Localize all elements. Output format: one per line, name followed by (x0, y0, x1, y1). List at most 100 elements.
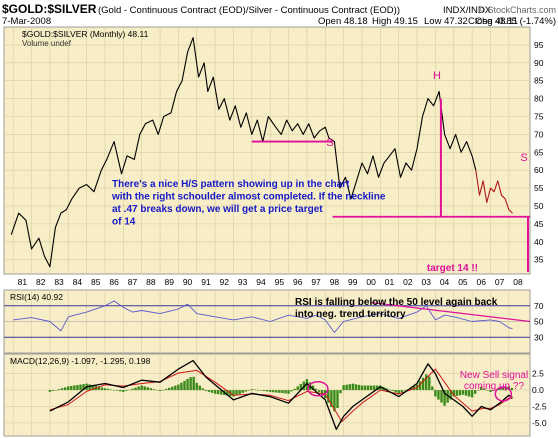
price-tick-label: 50 (534, 201, 544, 211)
macd-crossover-circle (307, 381, 329, 397)
macd-histogram-bar (290, 390, 293, 392)
x-tick-label: 93 (238, 277, 248, 287)
macd-histogram-bar (48, 390, 52, 392)
macd-histogram-bar (492, 390, 495, 391)
macd-note: New Sell signal coming up ?? (460, 370, 528, 392)
macd-histogram-bar (140, 385, 143, 391)
macd-histogram-bar (272, 390, 275, 393)
x-tick-label: 90 (183, 277, 193, 287)
macd-histogram-bar (100, 387, 104, 391)
macd-histogram-bar (177, 384, 180, 391)
x-tick-label: 89 (164, 277, 174, 287)
macd-histogram-bar (265, 390, 269, 392)
macd-histogram-bar (171, 386, 174, 391)
macd-histogram-bar (345, 384, 348, 391)
macd-histogram-bar (409, 387, 413, 391)
x-tick-label: 96 (293, 277, 303, 287)
macd-histogram-bar (54, 390, 58, 391)
macd-histogram-bar (311, 385, 315, 391)
macd-histogram-bar (498, 388, 501, 391)
macd-histogram-bar (73, 385, 76, 391)
macd-histogram-bar (342, 385, 345, 391)
macd-histogram-bar (88, 384, 91, 391)
macd-histogram-bar (60, 388, 64, 391)
macd-histogram-bar (501, 387, 504, 391)
macd-histogram-bar (220, 390, 223, 395)
x-tick-label: 02 (403, 277, 413, 287)
macd-histogram-bar (464, 390, 468, 396)
macd-histogram-bar (241, 390, 244, 393)
macd-histogram-bar (425, 374, 428, 391)
rsi-line (13, 300, 513, 333)
brand-logo: © StockCharts.com (478, 5, 556, 15)
x-tick-label: 07 (495, 277, 505, 287)
x-tick-label: 95 (275, 277, 285, 287)
target-label: target 14 !! (427, 263, 478, 274)
rsi-tick-label: 30 (534, 332, 544, 342)
rsi-tick-label: 50 (534, 317, 544, 327)
macd-tick-label: -2.5 (532, 401, 547, 411)
macd-histogram-bar (360, 385, 364, 391)
macd-histogram-bar (440, 390, 443, 403)
macd-histogram-bar (302, 381, 306, 391)
macd-histogram-bar (253, 389, 257, 391)
macd-histogram-bar (357, 384, 361, 391)
macd-histogram-bar (226, 390, 229, 396)
macd-histogram-bar (91, 385, 94, 391)
macd-histogram-bar (391, 390, 394, 391)
x-tick-label: 83 (54, 277, 64, 287)
left-shoulder-label: S (326, 137, 333, 149)
macd-histogram-bar (489, 390, 492, 392)
chart-exchange: INDX/INDX (443, 5, 492, 16)
macd-histogram-bar (250, 389, 254, 391)
x-tick-label: 01 (385, 277, 395, 287)
macd-histogram-bar (158, 390, 162, 391)
macd-histogram-bar (379, 385, 382, 391)
price-tick-label: 75 (534, 111, 544, 121)
macd-histogram-bar (122, 390, 125, 392)
macd-histogram-bar (366, 385, 370, 391)
x-tick-label: 92 (220, 277, 230, 287)
macd-histogram-bar (232, 390, 235, 397)
x-tick-label: 86 (109, 277, 119, 287)
macd-histogram-bar (354, 384, 358, 391)
x-tick-label: 98 (330, 277, 340, 287)
macd-histogram-bar (470, 390, 474, 398)
price-tick-label: 85 (534, 76, 544, 86)
macd-histogram-bar (106, 388, 110, 391)
macd-histogram-bar (455, 390, 459, 396)
head-label: H (433, 70, 441, 82)
price-tick-label: 55 (534, 183, 544, 193)
price-line (10, 37, 477, 268)
macd-histogram-bar (164, 388, 168, 391)
x-tick-label: 81 (18, 277, 28, 287)
axis-ticks: 81 82 83 84 85 86 87 88 89 90 91 92 93 94 95 96 97 98 99 00… (18, 40, 547, 428)
macd-histogram-bar (317, 390, 321, 392)
macd-histogram-bar (268, 390, 272, 392)
x-tick-label: 04 (440, 277, 450, 287)
price-line-recent (475, 170, 513, 214)
macd-histogram-bar (235, 390, 238, 396)
macd-histogram-bar (112, 390, 116, 391)
rsi-trendline (371, 301, 531, 323)
macd-tick-label: 0.0 (532, 385, 544, 395)
macd-histogram-bar (296, 386, 299, 391)
macd-histogram-bar (443, 390, 446, 406)
x-tick-label: 00 (366, 277, 376, 287)
macd-histogram-bar (339, 390, 342, 394)
macd-histogram-bar (149, 388, 153, 391)
macd-histogram-bar (305, 379, 309, 391)
macd-histogram-bar (137, 386, 140, 391)
macd-histogram-bar (275, 390, 278, 393)
macd-histogram-bar (284, 390, 287, 394)
macd-histogram-bar (333, 390, 336, 412)
macd-histogram-bar (51, 390, 55, 391)
macd-histogram-bar (195, 382, 198, 391)
price-tick-label: 90 (534, 58, 544, 68)
macd-histogram-bar (103, 388, 107, 391)
macd-histogram-bar (400, 390, 403, 393)
x-tick-label: 03 (421, 277, 431, 287)
macd-histogram-bar (143, 386, 146, 391)
macd-histogram-bar (210, 390, 214, 393)
macd-histogram-bar (385, 388, 388, 391)
